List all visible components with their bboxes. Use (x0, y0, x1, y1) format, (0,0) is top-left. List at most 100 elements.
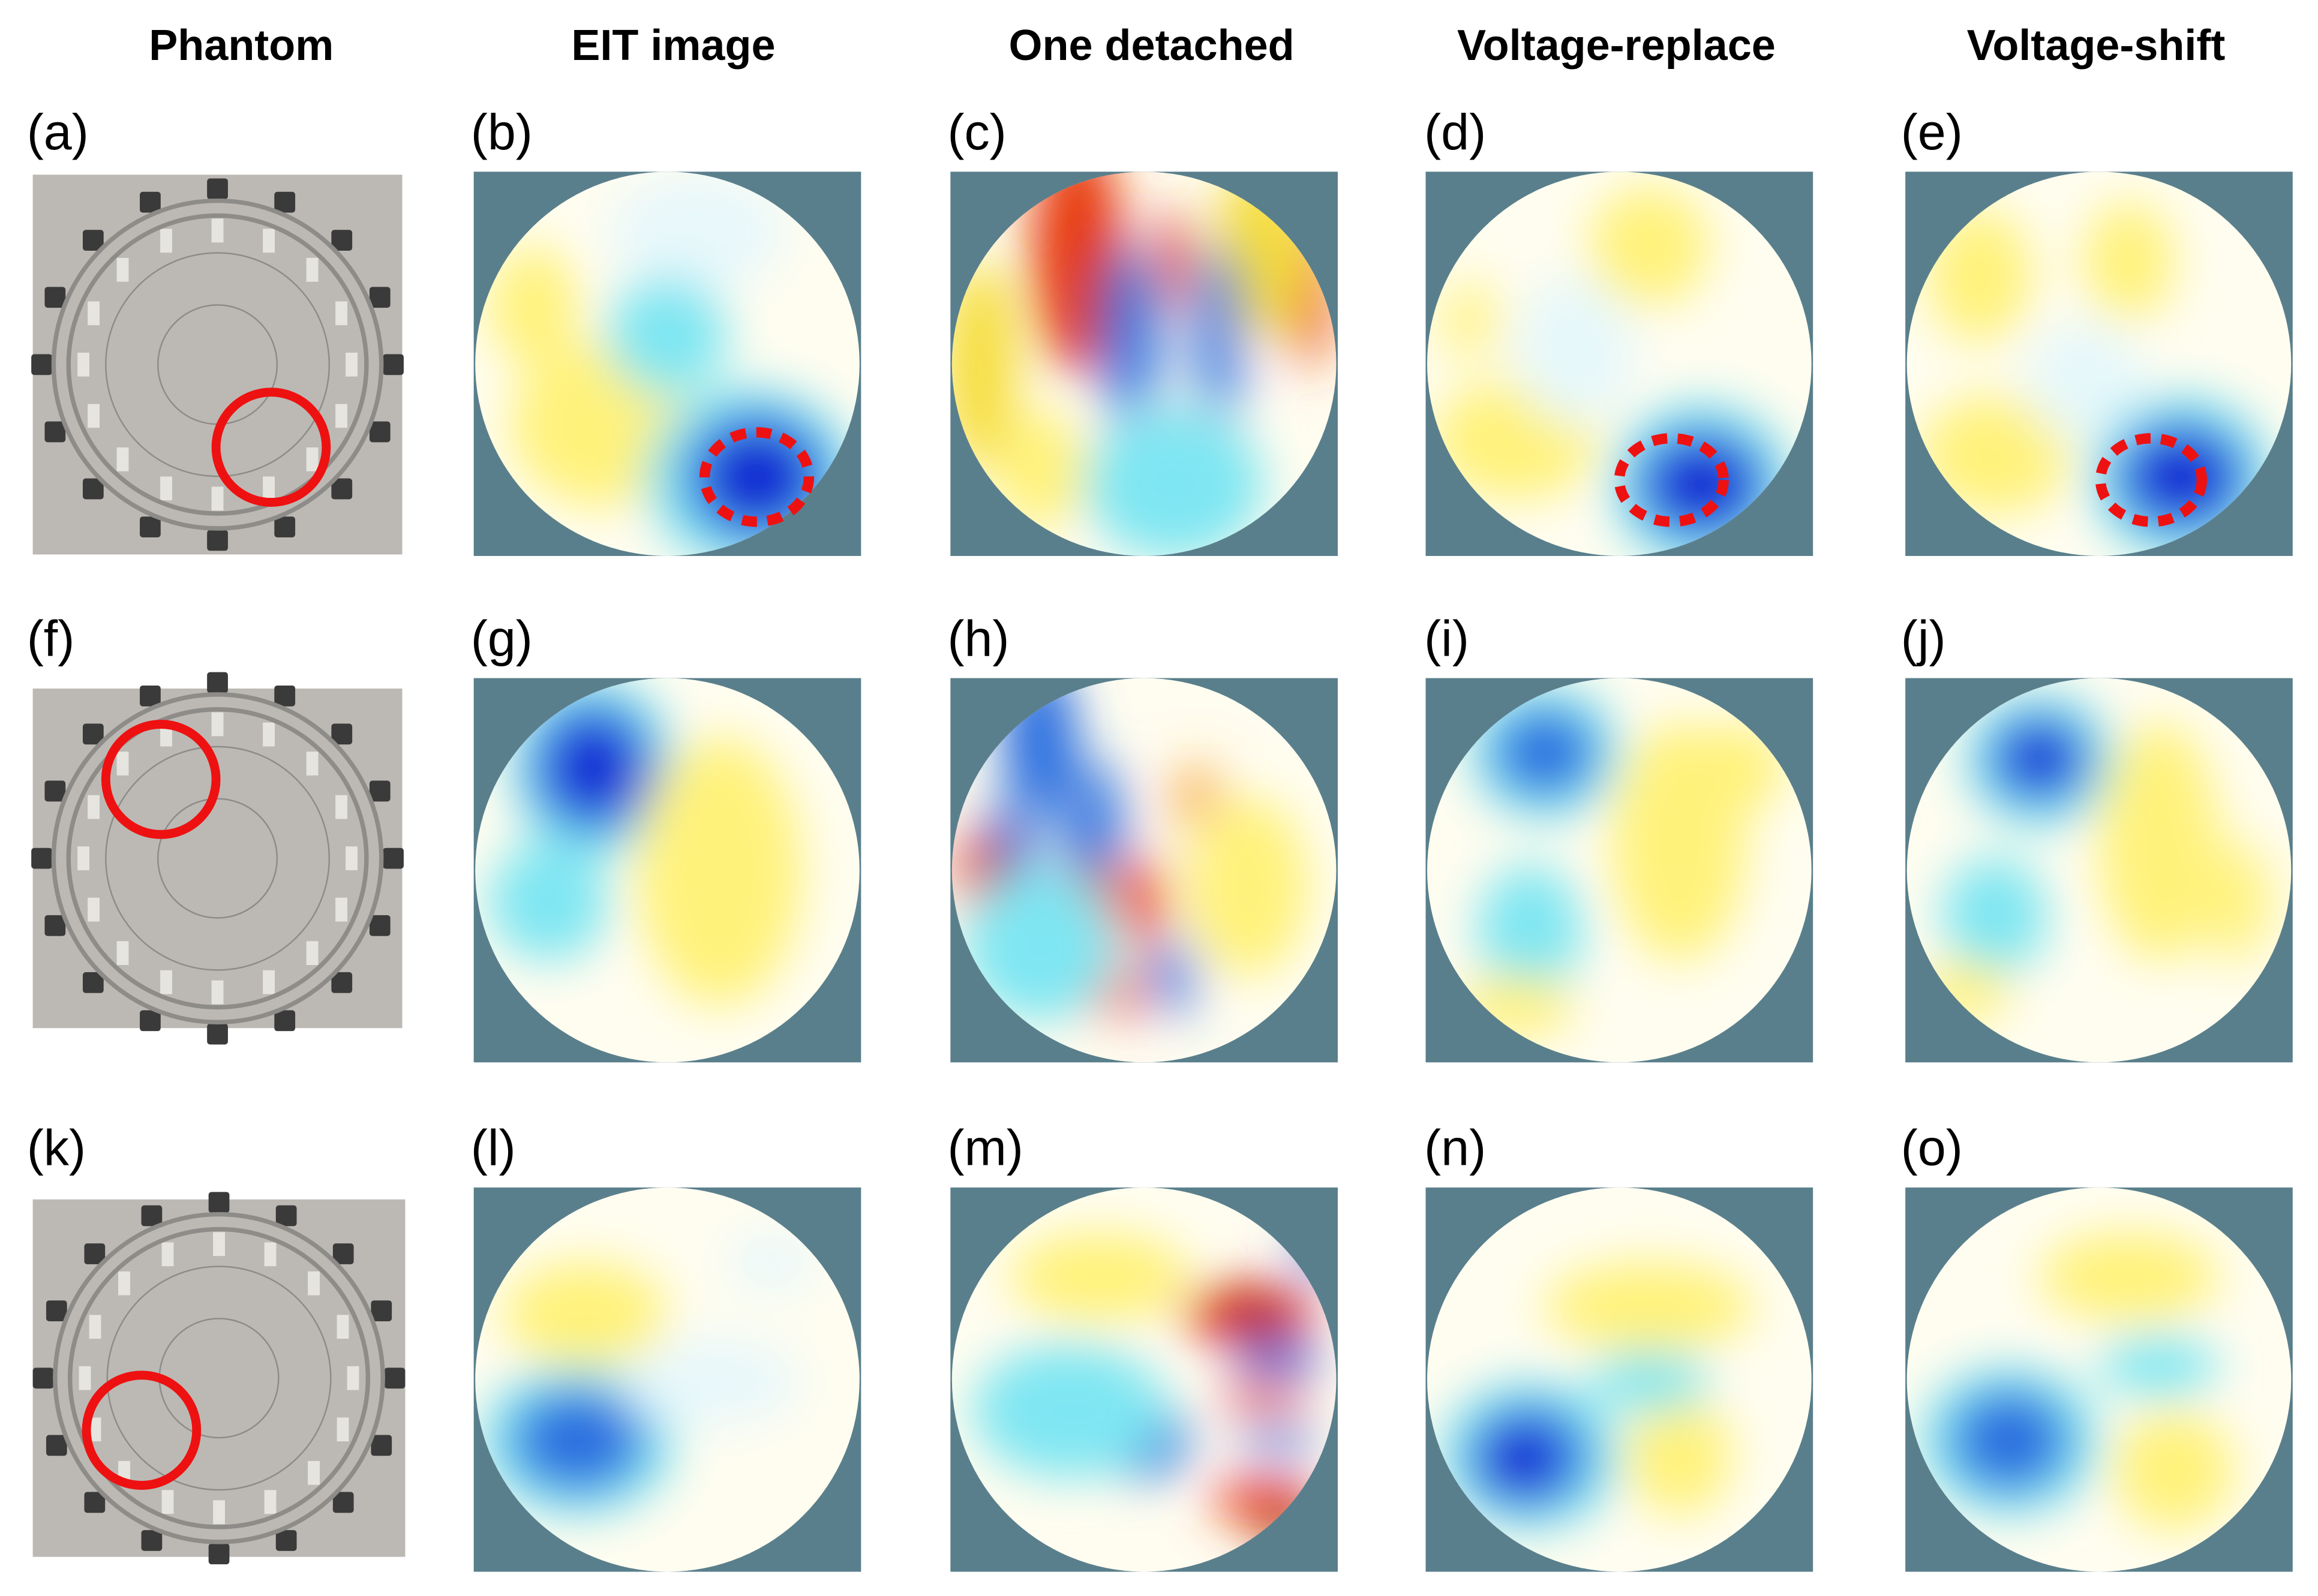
blobs (481, 1232, 816, 1516)
connector (89, 1315, 101, 1339)
blob (1084, 410, 1263, 556)
electrode (140, 516, 161, 537)
connector (263, 722, 275, 747)
column-header: Phantom (149, 22, 334, 70)
phantom-photo (32, 1192, 406, 1565)
connector (264, 1490, 277, 1514)
electrode (275, 1530, 297, 1551)
blob (1010, 1232, 1189, 1322)
eit-image (1425, 678, 1813, 1063)
connector (213, 1500, 225, 1525)
electrode (44, 915, 66, 936)
blobs (488, 678, 802, 1006)
panel-label: (c) (947, 104, 1006, 160)
electrode (274, 191, 296, 213)
blob (2024, 320, 2144, 440)
electrode (84, 1243, 106, 1264)
tank-ring (105, 252, 331, 477)
phantom-photo (31, 672, 404, 1045)
electrode (369, 421, 391, 443)
electrode (274, 516, 296, 537)
connector (263, 229, 275, 253)
blob (511, 1388, 645, 1493)
connector (88, 404, 100, 428)
field (1427, 1187, 1812, 1572)
panel-label: (n) (1424, 1120, 1486, 1176)
panel-label: (f) (27, 610, 75, 666)
blob (972, 1343, 1167, 1478)
eit-image (950, 172, 1338, 556)
electrode (44, 780, 66, 802)
eit-image (1905, 172, 2293, 556)
connector (263, 970, 275, 994)
blob (1493, 708, 1598, 798)
eit-image (950, 1187, 1338, 1572)
target-outline (699, 427, 815, 527)
connector (161, 1490, 174, 1514)
connector (77, 352, 89, 377)
blob (1233, 1340, 1323, 1377)
blobs (1440, 1262, 1753, 1531)
electrode (140, 1010, 161, 1032)
electrode (46, 1300, 67, 1321)
blob (2098, 723, 2218, 961)
panel-label: (h) (947, 610, 1009, 666)
target-marker (101, 720, 221, 839)
tank-ring (106, 1266, 332, 1491)
eit-image (1905, 1187, 2293, 1572)
blob (1173, 767, 1219, 827)
field (951, 1187, 1337, 1572)
electrode (32, 1367, 54, 1389)
panel-label: (o) (1901, 1120, 1963, 1176)
eit-image (1425, 1187, 1813, 1572)
connector (337, 1315, 349, 1339)
connector (335, 404, 347, 428)
connector (346, 352, 358, 377)
connector (335, 301, 347, 326)
electrode (274, 1010, 296, 1032)
blob (608, 172, 787, 291)
column-header: EIT image (571, 22, 775, 70)
blob (608, 276, 727, 395)
electrode (369, 780, 391, 802)
eit-image (473, 172, 861, 556)
connector (118, 1271, 130, 1296)
blob (1099, 246, 1159, 425)
connector (116, 257, 129, 282)
connector (347, 1366, 359, 1390)
column-header: One detached (1009, 22, 1295, 70)
electrode (208, 1192, 230, 1213)
blobs (957, 678, 1308, 1021)
eit-image (473, 1187, 861, 1572)
blob (1188, 797, 1308, 976)
electrode (44, 287, 66, 308)
blob (2084, 201, 2174, 321)
blob (1515, 276, 1635, 425)
phantom-photo (31, 175, 404, 555)
target-outline (2095, 433, 2207, 527)
tank-ring (66, 213, 369, 516)
blob (1626, 1396, 1731, 1516)
panel-label: (m) (947, 1120, 1023, 1176)
tank-ring (66, 707, 369, 1010)
electrode (369, 287, 391, 308)
blob (488, 841, 608, 961)
electrode (331, 230, 353, 251)
panel-label: (g) (471, 610, 533, 666)
electrode (332, 1492, 354, 1513)
electrode (332, 1243, 354, 1264)
blob (503, 1262, 668, 1366)
electrode (82, 723, 104, 745)
electrode (331, 723, 353, 745)
connector (335, 897, 347, 922)
connector (346, 846, 358, 870)
blob (712, 438, 802, 516)
blob (1927, 209, 2032, 343)
electrode (141, 1205, 163, 1227)
blob (2039, 1232, 2218, 1322)
electrode (82, 972, 104, 993)
electrode (207, 672, 228, 693)
blob (1153, 939, 1195, 1014)
